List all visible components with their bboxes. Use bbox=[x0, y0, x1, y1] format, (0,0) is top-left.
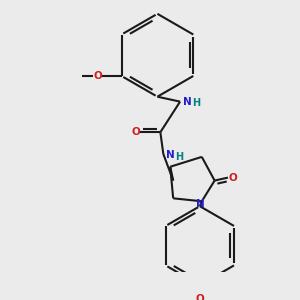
Text: O: O bbox=[196, 294, 204, 300]
Text: O: O bbox=[228, 172, 237, 183]
Text: O: O bbox=[131, 127, 140, 137]
Text: N: N bbox=[196, 199, 205, 209]
Text: N: N bbox=[166, 150, 175, 161]
Text: H: H bbox=[192, 98, 200, 108]
Text: O: O bbox=[94, 71, 102, 81]
Text: H: H bbox=[175, 152, 183, 162]
Text: N: N bbox=[183, 97, 192, 106]
